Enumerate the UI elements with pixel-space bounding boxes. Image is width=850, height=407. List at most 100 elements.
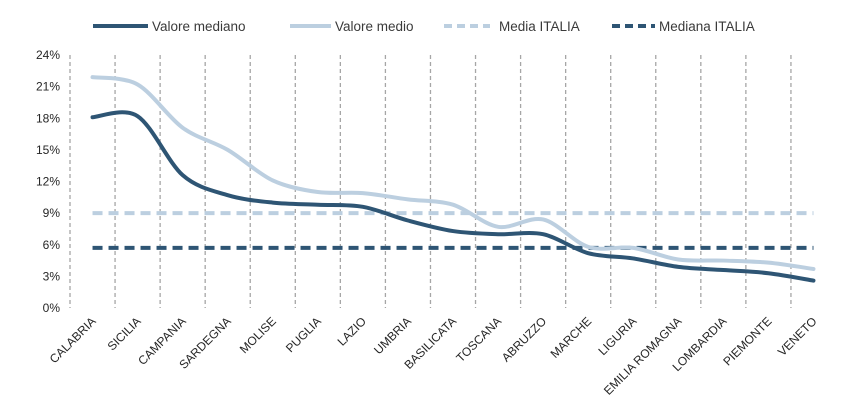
data-point-valore-medio: [91, 76, 94, 79]
data-point-media-italia: [316, 212, 319, 215]
series-lines: [90, 75, 816, 283]
data-point-valore-medio: [812, 267, 815, 270]
data-point-media-italia: [767, 212, 770, 215]
data-point-mediana-italia: [722, 246, 725, 249]
data-point-valore-mediano: [542, 233, 545, 236]
legend-label: Valore medio: [335, 19, 414, 34]
data-point-media-italia: [136, 212, 139, 215]
y-tick-label: 0%: [43, 301, 61, 315]
data-point-valore-medio: [316, 191, 319, 194]
series-valore-mediano: [90, 110, 816, 283]
data-point-mediana-italia: [812, 246, 815, 249]
y-tick-label: 15%: [36, 143, 60, 157]
x-tick-label: UMBRIA: [371, 314, 414, 357]
y-tick-label: 3%: [43, 269, 61, 283]
data-point-valore-mediano: [632, 257, 635, 260]
data-point-mediana-italia: [181, 246, 184, 249]
data-point-valore-mediano: [677, 265, 680, 268]
data-point-mediana-italia: [361, 246, 364, 249]
data-point-media-italia: [361, 212, 364, 215]
x-tick-label: TOSCANA: [453, 314, 504, 365]
data-point-media-italia: [497, 212, 500, 215]
data-point-valore-medio: [632, 246, 635, 249]
data-point-media-italia: [542, 212, 545, 215]
data-point-mediana-italia: [271, 246, 274, 249]
vertical-gridlines: [69, 55, 792, 308]
data-point-media-italia: [91, 212, 94, 215]
data-point-valore-mediano: [767, 272, 770, 275]
data-point-valore-medio: [587, 245, 590, 248]
legend: Valore mediano Valore medio Media ITALIA Me…: [93, 19, 755, 34]
y-tick-label: 24%: [36, 48, 60, 62]
data-point-mediana-italia: [677, 246, 680, 249]
x-tick-label: MARCHE: [548, 314, 595, 361]
legend-label: Mediana ITALIA: [659, 19, 755, 34]
legend-item-valore-mediano: Valore mediano: [93, 19, 246, 34]
data-point-media-italia: [226, 212, 229, 215]
data-point-valore-medio: [677, 258, 680, 261]
data-point-valore-medio: [271, 179, 274, 182]
data-point-valore-mediano: [406, 219, 409, 222]
data-point-valore-medio: [226, 148, 229, 151]
data-point-media-italia: [406, 212, 409, 215]
data-point-media-italia: [271, 212, 274, 215]
legend-label: Media ITALIA: [499, 19, 580, 34]
x-tick-label: ABRUZZO: [499, 314, 549, 364]
y-tick-label: 12%: [36, 175, 60, 189]
data-point-mediana-italia: [406, 246, 409, 249]
data-point-valore-mediano: [316, 203, 319, 206]
data-point-valore-medio: [722, 259, 725, 262]
x-tick-label: CALABRIA: [47, 314, 99, 366]
data-point-media-italia: [722, 212, 725, 215]
data-point-valore-medio: [181, 126, 184, 129]
data-point-valore-mediano: [722, 269, 725, 272]
x-tick-label: SICILIA: [105, 314, 144, 353]
data-point-media-italia: [181, 212, 184, 215]
data-point-media-italia: [632, 212, 635, 215]
data-point-valore-medio: [767, 261, 770, 264]
legend-item-mediana-italia: Mediana ITALIA: [612, 19, 755, 34]
x-tick-label: PUGLIA: [283, 314, 324, 355]
data-point-valore-mediano: [812, 279, 815, 282]
y-tick-label: 21%: [36, 80, 60, 94]
data-point-media-italia: [587, 212, 590, 215]
data-point-valore-medio: [497, 225, 500, 228]
data-point-mediana-italia: [91, 246, 94, 249]
y-tick-label: 6%: [43, 238, 61, 252]
data-point-valore-mediano: [452, 230, 455, 233]
data-point-valore-mediano: [91, 116, 94, 119]
data-point-mediana-italia: [452, 246, 455, 249]
data-point-valore-mediano: [271, 201, 274, 204]
legend-label: Valore mediano: [152, 19, 246, 34]
data-point-media-italia: [812, 212, 815, 215]
x-tick-label: LAZIO: [335, 314, 369, 348]
data-point-valore-medio: [136, 83, 139, 86]
x-tick-label: MOLISE: [237, 314, 279, 356]
data-point-mediana-italia: [542, 246, 545, 249]
data-point-mediana-italia: [226, 246, 229, 249]
data-point-valore-mediano: [587, 252, 590, 255]
data-point-mediana-italia: [767, 246, 770, 249]
x-tick-label: EMILIA ROMAGNA: [601, 314, 684, 397]
y-axis-tick-labels: 0% 3% 6% 9% 12% 15% 18% 21% 24%: [36, 48, 60, 315]
data-point-valore-medio: [406, 198, 409, 201]
y-tick-label: 9%: [43, 206, 61, 220]
y-tick-label: 18%: [36, 111, 60, 125]
legend-item-media-italia: Media ITALIA: [444, 19, 580, 34]
data-point-valore-mediano: [361, 205, 364, 208]
data-point-valore-medio: [452, 203, 455, 206]
data-point-valore-mediano: [497, 233, 500, 236]
series-valore-medio: [90, 75, 816, 271]
x-tick-label: PIEMONTE: [720, 314, 774, 368]
data-point-valore-mediano: [136, 115, 139, 118]
data-point-valore-medio: [542, 218, 545, 221]
data-point-media-italia: [452, 212, 455, 215]
data-point-mediana-italia: [497, 246, 500, 249]
data-point-valore-medio: [361, 192, 364, 195]
data-point-valore-mediano: [181, 174, 184, 177]
legend-item-valore-medio: Valore medio: [290, 19, 414, 34]
x-tick-label: LIGURIA: [596, 314, 640, 358]
data-point-mediana-italia: [136, 246, 139, 249]
